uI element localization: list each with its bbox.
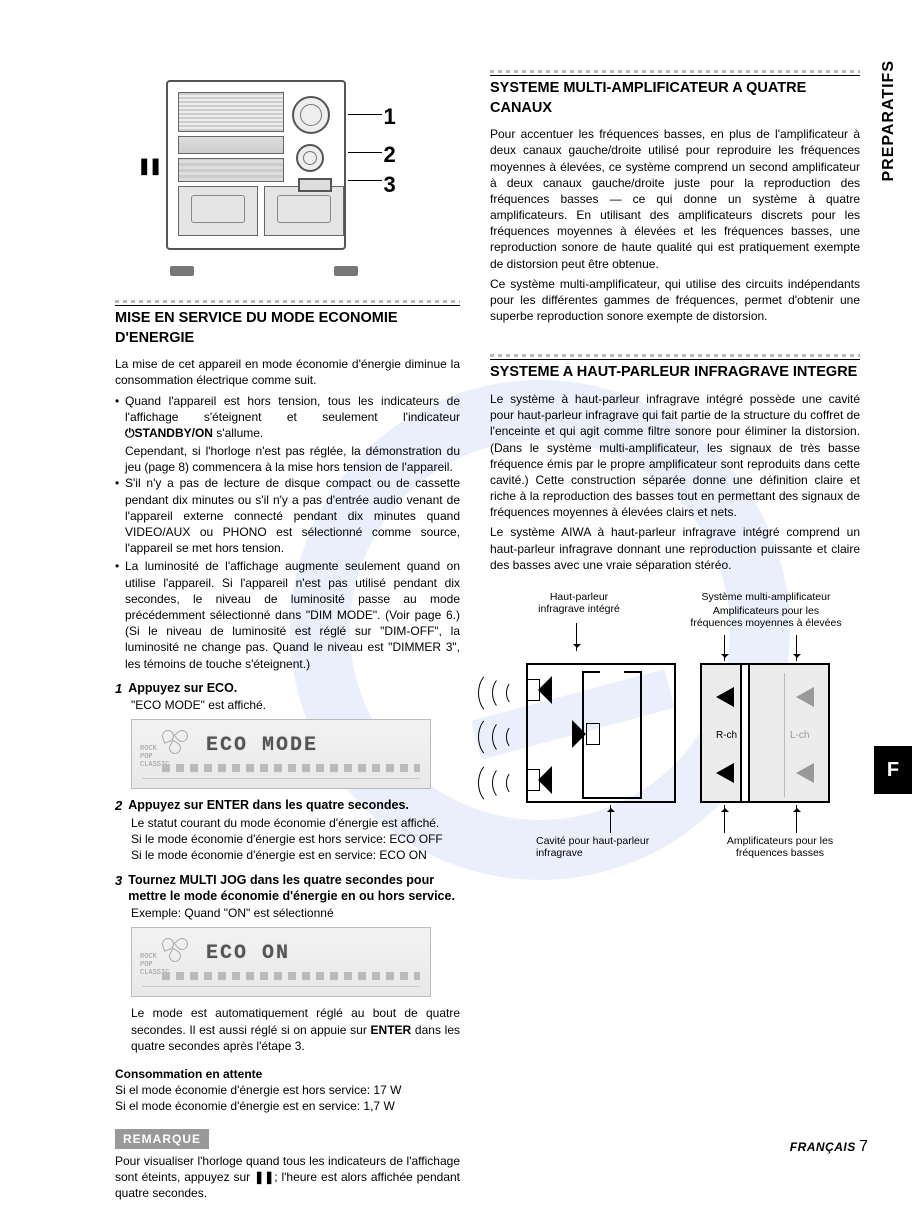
side-tab-label: PREPARATIFS xyxy=(878,60,900,182)
heading-subwoofer: SYSTEME A HAUT-PARLEUR INFRAGRAVE INTEGR… xyxy=(490,359,860,383)
r-channel-label: R-ch xyxy=(716,729,737,743)
step-3: 3 Tournez MULTI JOG dans les quatre seco… xyxy=(115,872,460,906)
subwoofer-p2: Le système AIWA à haut-parleur infragrav… xyxy=(490,524,860,573)
callout-1: 1 xyxy=(384,102,396,132)
step-3-body: Exemple: Quand "ON" est sélectionné xyxy=(115,905,460,921)
lcd-display-2: ECO ON ROCK POP CLASSIC xyxy=(131,927,431,997)
bullet-1: Quand l'appareil est hors tension, tous … xyxy=(115,393,460,442)
consumption-line-2: Si el mode économie d'énergie est en ser… xyxy=(115,1098,460,1114)
heading-eco-mode: MISE EN SERVICE DU MODE ECONOMIE D'ENERG… xyxy=(115,305,460,348)
right-column: SYSTEME MULTI-AMPLIFICATEUR A QUATRE CAN… xyxy=(490,70,860,1205)
multi-amp-p1: Pour accentuer les fréquences basses, en… xyxy=(490,126,860,272)
diag-label-top-left: Haut-parleur infragrave intégré xyxy=(524,591,634,615)
speaker-cabinet xyxy=(526,663,676,803)
step-1-body: "ECO MODE" est affiché. xyxy=(115,697,460,713)
bullet-3: La luminosité de l'affichage augmente se… xyxy=(115,558,460,671)
left-column: 1 2 3 ❚❚ MISE EN SERVICE DU MODE ECONOMI… xyxy=(115,70,460,1205)
remark-badge: REMARQUE xyxy=(115,1129,209,1149)
step-2: 2 Appuyez sur ENTER dans les quatre seco… xyxy=(115,797,460,815)
side-letter-tab: F xyxy=(874,746,912,794)
diag-label-bottom-left: Cavité pour haut-parleur infragrave xyxy=(536,835,686,859)
subwoofer-p1: Le système à haut-parleur infragrave int… xyxy=(490,391,860,521)
step-1: 1 Appuyez sur ECO. xyxy=(115,680,460,698)
callout-2: 2 xyxy=(384,140,396,170)
consumption-heading: Consommation en attente xyxy=(115,1066,460,1082)
speaker-diagram: Haut-parleur infragrave intégré Système … xyxy=(490,591,850,851)
step-2-l1: Le statut courant du mode économie d'éne… xyxy=(115,815,460,831)
page-footer: FRANÇAIS 7 xyxy=(790,1136,868,1158)
step-3-after: Le mode est automatiquement réglé au bou… xyxy=(115,1005,460,1054)
diag-label-bottom-right: Amplificateurs pour les fréquences basse… xyxy=(710,835,850,859)
consumption-line-1: Si el mode économie d'énergie est hors s… xyxy=(115,1082,460,1098)
lcd-display-1: ECO MODE ROCK POP CLASSIC xyxy=(131,719,431,789)
l-channel-label: L-ch xyxy=(790,729,809,743)
intro-text: La mise de cet appareil en mode économie… xyxy=(115,356,460,388)
remark-text: Pour visualiser l'horloge quand tous les… xyxy=(115,1153,460,1202)
two-column-layout: 1 2 3 ❚❚ MISE EN SERVICE DU MODE ECONOMI… xyxy=(115,70,868,1205)
step-2-l3: Si le mode économie d'énergie est en ser… xyxy=(115,847,460,863)
bullet-2: S'il n'y a pas de lecture de disque comp… xyxy=(115,475,460,556)
diag-label-top-right-sub: Amplificateurs pour les fréquences moyen… xyxy=(686,605,846,629)
step-2-l2: Si le mode économie d'énergie est hors s… xyxy=(115,831,460,847)
pause-icon: ❚❚ xyxy=(138,156,161,178)
amplifier-box: R-ch L-ch xyxy=(700,663,830,803)
bullet-1-note: Cependant, si l'horloge n'est pas réglée… xyxy=(115,443,460,475)
product-illustration: 1 2 3 ❚❚ xyxy=(148,70,428,270)
heading-multi-amp: SYSTEME MULTI-AMPLIFICATEUR A QUATRE CAN… xyxy=(490,75,860,118)
diag-label-top-right: Système multi-amplificateur xyxy=(686,591,846,603)
multi-amp-p2: Ce système multi-amplificateur, qui util… xyxy=(490,276,860,325)
callout-3: 3 xyxy=(384,170,396,200)
